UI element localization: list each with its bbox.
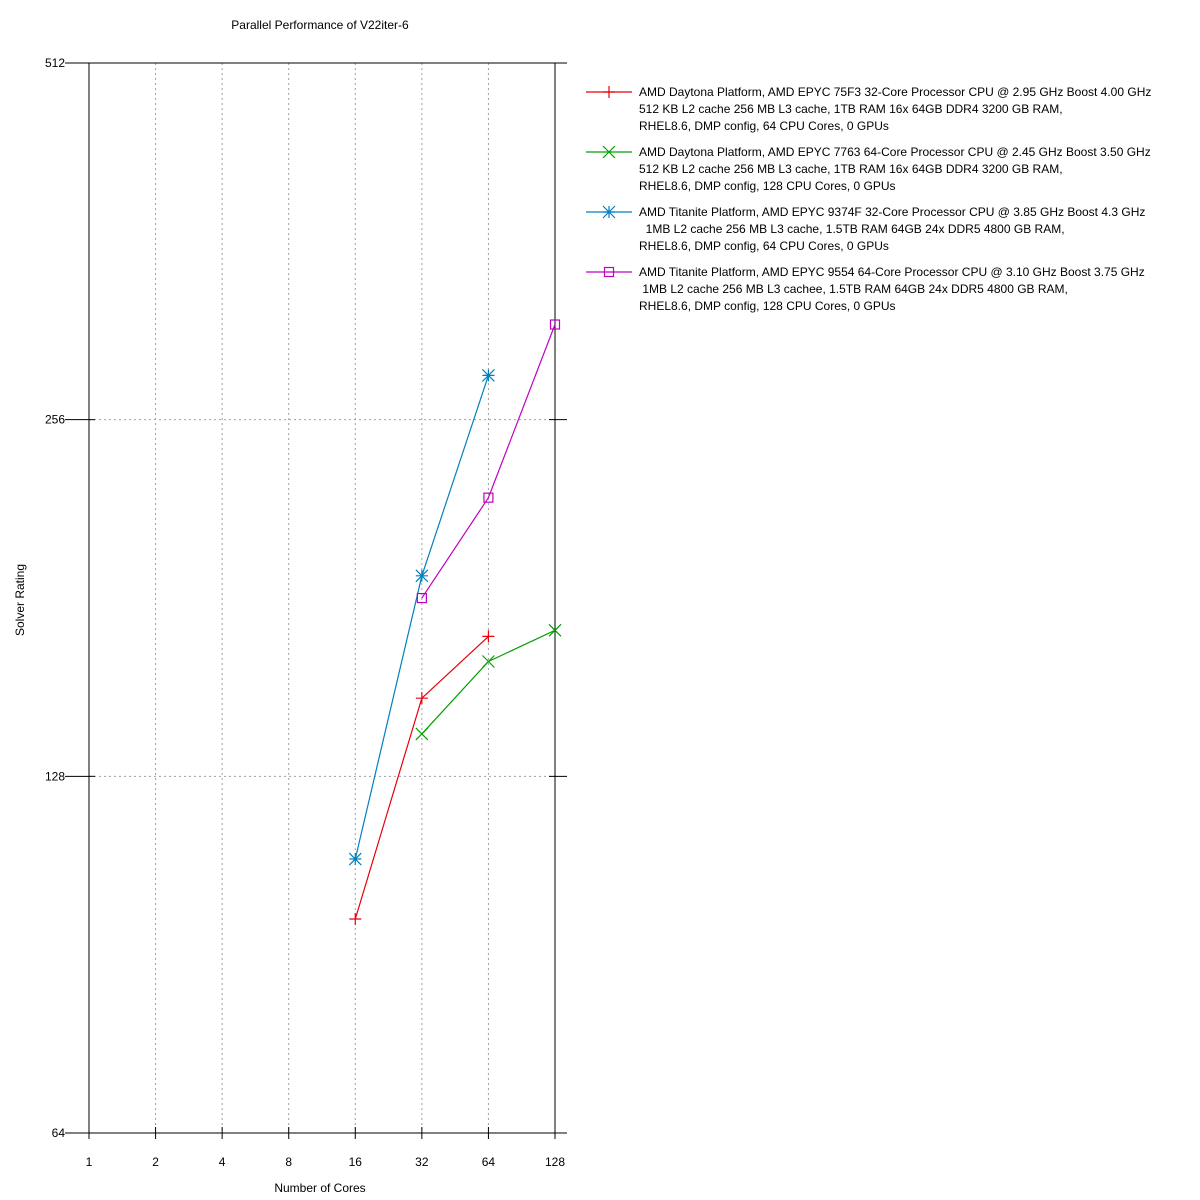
x-tick-label: 4 (219, 1155, 226, 1169)
x-tick-label: 1 (86, 1155, 93, 1169)
y-tick-label: 128 (45, 769, 65, 783)
legend-label: 512 KB L2 cache 256 MB L3 cache, 1TB RAM… (639, 162, 1063, 176)
legend-label: AMD Titanite Platform, AMD EPYC 9374F 32… (639, 205, 1145, 219)
x-axis-title: Number of Cores (274, 1181, 365, 1195)
series-2 (415, 623, 562, 741)
data-point (548, 623, 562, 637)
data-point (482, 368, 495, 382)
series-line (354, 375, 489, 860)
legend-label: RHEL8.6, DMP config, 64 CPU Cores, 0 GPU… (639, 119, 889, 133)
legend-label: 512 KB L2 cache 256 MB L3 cache, 1TB RAM… (639, 102, 1063, 116)
legend-label: AMD Titanite Platform, AMD EPYC 9554 64-… (639, 265, 1145, 279)
axis-ticks: 1 2 4 8 16 32 64 128 64 128 256 512 (45, 56, 567, 1169)
legend-entry-1: AMD Daytona Platform, AMD EPYC 75F3 32-C… (586, 85, 1151, 133)
legend: AMD Daytona Platform, AMD EPYC 75F3 32-C… (586, 85, 1151, 313)
x-tick-label: 8 (285, 1155, 292, 1169)
x-tick-label: 2 (152, 1155, 159, 1169)
legend-entry-4: AMD Titanite Platform, AMD EPYC 9554 64-… (586, 265, 1145, 313)
data-point (415, 569, 429, 583)
series-4 (416, 319, 561, 604)
y-axis-title: Solver Rating (13, 564, 27, 636)
y-tick-label: 64 (52, 1126, 66, 1140)
x-tick-label: 32 (415, 1155, 429, 1169)
data-point (415, 727, 429, 741)
data-point (416, 592, 427, 604)
legend-label: RHEL8.6, DMP config, 64 CPU Cores, 0 GPU… (639, 239, 889, 253)
legend-label: AMD Daytona Platform, AMD EPYC 7763 64-C… (639, 145, 1151, 159)
series-layer (348, 319, 562, 926)
data-point (549, 319, 561, 330)
legend-entry-3: AMD Titanite Platform, AMD EPYC 9374F 32… (586, 205, 1145, 253)
chart-title: Parallel Performance of V22iter-6 (231, 18, 409, 32)
y-tick-label: 256 (45, 413, 65, 427)
legend-marker (602, 205, 616, 219)
data-point (348, 852, 362, 866)
data-point (483, 492, 494, 503)
legend-marker (603, 266, 615, 278)
legend-label: RHEL8.6, DMP config, 128 CPU Cores, 0 GP… (639, 299, 896, 313)
series-line (421, 324, 556, 599)
legend-marker (603, 86, 615, 98)
legend-label: RHEL8.6, DMP config, 128 CPU Cores, 0 GP… (639, 179, 896, 193)
y-tick-label: 512 (45, 56, 65, 70)
legend-entry-2: AMD Daytona Platform, AMD EPYC 7763 64-C… (586, 145, 1151, 193)
data-point (482, 655, 495, 668)
data-point (349, 913, 362, 926)
series-3 (348, 368, 495, 866)
x-tick-label: 128 (545, 1155, 565, 1169)
data-point (415, 692, 428, 705)
legend-marker (602, 145, 616, 159)
x-tick-label: 64 (482, 1155, 496, 1169)
data-point (482, 630, 495, 643)
x-tick-label: 16 (349, 1155, 363, 1169)
grid (89, 63, 555, 1133)
series-1 (349, 630, 495, 926)
legend-label: 1MB L2 cache 256 MB L3 cachee, 1.5TB RAM… (639, 282, 1068, 296)
plot-frame (88, 62, 556, 1134)
legend-label: AMD Daytona Platform, AMD EPYC 75F3 32-C… (639, 85, 1151, 99)
legend-label: 1MB L2 cache 256 MB L3 cache, 1.5TB RAM … (639, 222, 1065, 236)
